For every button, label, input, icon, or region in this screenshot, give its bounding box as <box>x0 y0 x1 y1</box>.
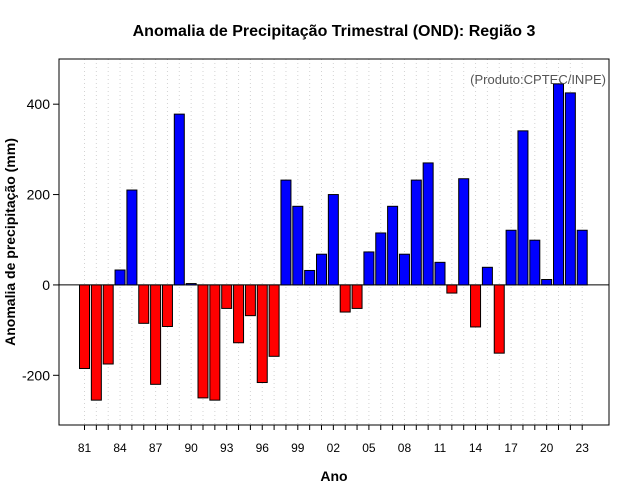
x-tick-label: 81 <box>78 441 92 455</box>
bar-2013 <box>458 178 470 286</box>
x-tick-label: 14 <box>469 441 483 455</box>
grid-lines <box>84 59 583 425</box>
bar-2020 <box>541 279 553 286</box>
bar-1994 <box>233 284 245 344</box>
x-tick-label: 99 <box>291 441 305 455</box>
x-tick-label: 05 <box>362 441 376 455</box>
bar-1999 <box>292 205 304 286</box>
bar-2005 <box>363 251 375 286</box>
bar-2000 <box>304 269 316 286</box>
bar-2009 <box>410 179 422 286</box>
x-tick-label: 20 <box>540 441 554 455</box>
bar-1991 <box>197 284 209 399</box>
x-tick-label: 93 <box>220 441 234 455</box>
credit-label: (Produto:CPTEC/INPE) <box>470 72 606 87</box>
bar-2003 <box>339 284 351 313</box>
y-tick-label: -200 <box>22 367 50 383</box>
x-tick-label: 90 <box>184 441 198 455</box>
x-tick-label: 08 <box>398 441 412 455</box>
bar-1983 <box>102 284 114 365</box>
y-axis-title: Anomalia de precipitação (mm) <box>2 138 18 346</box>
bar-2019 <box>529 239 541 286</box>
bars <box>79 83 588 401</box>
bar-2018 <box>517 130 529 286</box>
bar-1981 <box>79 284 90 370</box>
bar-2002 <box>327 194 339 286</box>
bar-2012 <box>446 284 458 294</box>
x-tick-label: 02 <box>327 441 341 455</box>
bar-2022 <box>564 92 576 286</box>
x-tick-label: 87 <box>149 441 163 455</box>
bar-1993 <box>221 284 233 309</box>
y-tick-label: 200 <box>27 187 51 203</box>
bar-1995 <box>244 284 256 317</box>
x-axis: 81 84 87 90 93 96 99 02 05 08 11 14 17 20 23 <box>78 425 589 455</box>
bar-2010 <box>422 162 434 286</box>
x-tick-label: 84 <box>113 441 127 455</box>
bar-2014 <box>470 284 482 328</box>
y-tick-label: 0 <box>42 277 50 293</box>
x-tick-label: 17 <box>504 441 518 455</box>
bar-1987 <box>150 284 162 385</box>
bar-2021 <box>553 83 564 286</box>
bar-1985 <box>126 189 138 286</box>
bar-2017 <box>505 229 517 286</box>
bar-2011 <box>434 261 446 286</box>
bar-1996 <box>256 284 268 384</box>
bar-2015 <box>481 266 493 286</box>
bar-2004 <box>351 284 363 309</box>
y-tick-label: 400 <box>27 96 51 112</box>
bar-1986 <box>138 284 150 324</box>
bar-1992 <box>209 284 221 401</box>
bar-1988 <box>161 284 173 327</box>
x-tick-label: 96 <box>256 441 270 455</box>
x-tick-label: 23 <box>576 441 590 455</box>
bar-2008 <box>398 253 410 286</box>
bar-2001 <box>316 253 327 286</box>
bar-1998 <box>280 179 292 286</box>
y-axis: -200 0 200 400 <box>22 96 59 383</box>
bar-1990 <box>185 283 197 286</box>
chart-title: Anomalia de Precipitação Trimestral (OND… <box>133 23 536 40</box>
bar-2007 <box>387 205 399 286</box>
bar-2023 <box>576 229 588 286</box>
bar-1989 <box>173 113 185 286</box>
bar-1982 <box>90 284 102 401</box>
x-tick-label: 11 <box>434 441 447 455</box>
bar-1997 <box>268 284 280 357</box>
plot-frame <box>58 58 610 426</box>
bar-2006 <box>375 232 387 286</box>
bar-1984 <box>114 269 126 286</box>
x-axis-title: Ano <box>320 468 347 484</box>
bar-2016 <box>493 284 505 354</box>
